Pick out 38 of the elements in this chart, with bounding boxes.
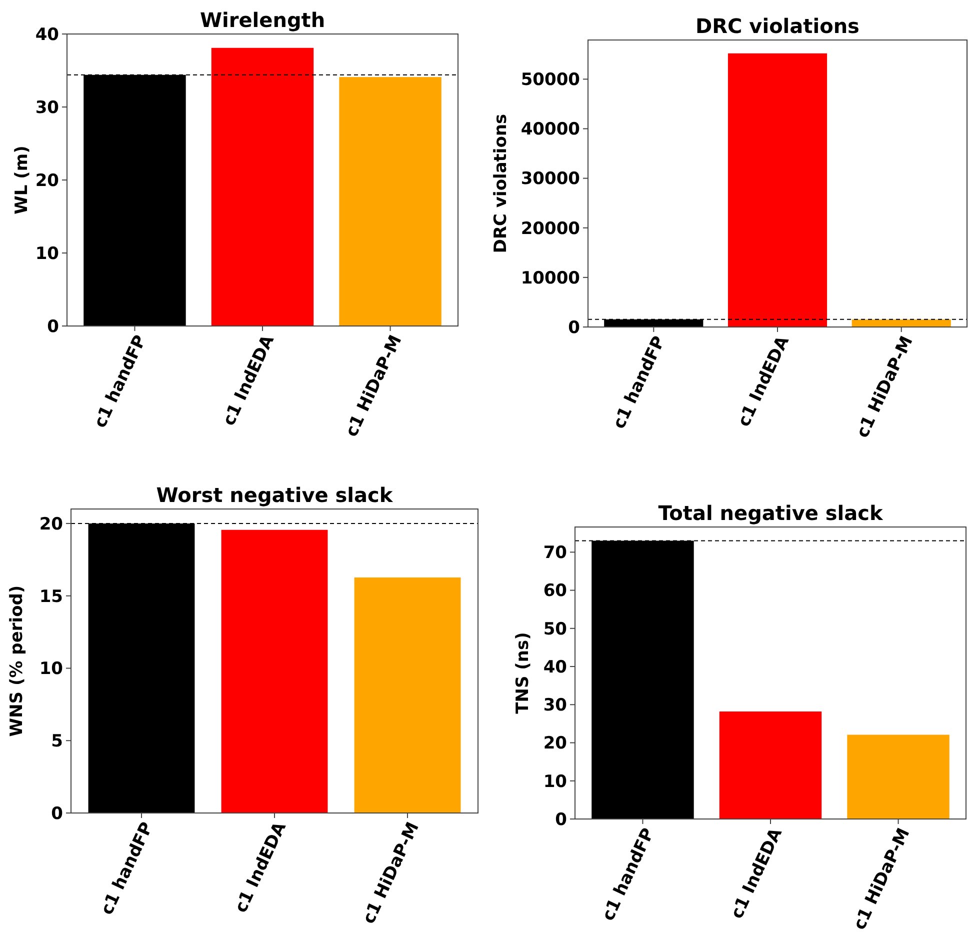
bar — [847, 734, 950, 819]
chart-title: DRC violations — [696, 14, 860, 38]
y-axis-title: WNS (% period) — [7, 585, 27, 737]
bar — [221, 530, 328, 813]
y-tick-label: 30 — [543, 696, 568, 716]
y-tick-label: 20 — [39, 514, 64, 534]
y-tick-label: 10000 — [520, 268, 580, 288]
y-axis-title: WL (m) — [12, 146, 32, 214]
bar — [354, 577, 461, 813]
y-tick-label: 0 — [47, 316, 60, 337]
y-tick-label: 70 — [543, 543, 568, 564]
y-tick-label: 50 — [543, 619, 568, 640]
y-tick-label: 15 — [39, 586, 63, 607]
chart-title: Worst negative slack — [156, 483, 394, 507]
y-tick-label: 10 — [543, 772, 568, 792]
y-tick-label: 40 — [543, 657, 568, 678]
chart-title: Total negative slack — [658, 501, 884, 525]
y-tick-label: 10 — [39, 659, 64, 680]
y-tick-label: 60 — [543, 581, 568, 602]
bar — [719, 712, 822, 819]
y-axis-title: TNS (ns) — [513, 632, 533, 714]
y-tick-label: 0 — [555, 810, 568, 830]
y-tick-label: 20 — [35, 170, 60, 191]
y-tick-label: 5 — [51, 732, 63, 752]
y-tick-label: 30 — [35, 98, 60, 118]
y-tick-label: 40 — [35, 24, 60, 45]
y-tick-label: 30000 — [520, 169, 580, 190]
y-tick-label: 0 — [51, 804, 64, 824]
y-tick-label: 0 — [568, 318, 580, 338]
y-tick-label: 10 — [35, 244, 60, 264]
bar — [728, 53, 828, 327]
chart-title: Wirelength — [200, 8, 326, 32]
y-tick-label: 20 — [543, 734, 568, 754]
bar — [852, 320, 951, 327]
y-axis-title: DRC violations — [491, 114, 511, 254]
y-tick-label: 50000 — [520, 70, 580, 90]
y-tick-label: 20000 — [520, 218, 580, 239]
y-tick-label: 40000 — [520, 120, 580, 140]
